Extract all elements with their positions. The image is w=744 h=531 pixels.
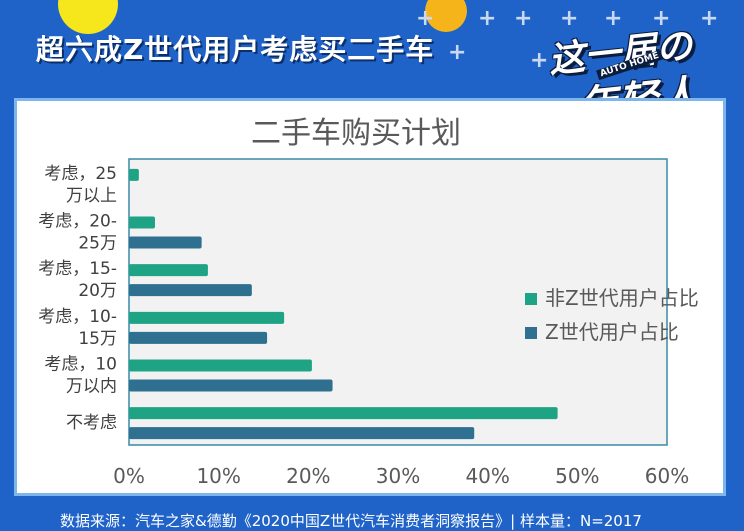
data-source-footer: 数据来源：汽车之家&德勤《2020中国Z世代汽车消费者洞察报告》| 样本量：N=… bbox=[60, 512, 642, 530]
plus-decoration-icon: + bbox=[448, 40, 467, 65]
category-label: 不考虑 bbox=[66, 413, 117, 433]
category-label: 25万 bbox=[78, 234, 117, 254]
plus-decoration-icon: + bbox=[530, 48, 549, 73]
bar-non-z bbox=[129, 311, 285, 324]
x-tick-label: 0% bbox=[113, 464, 145, 488]
bar-non-z bbox=[129, 168, 139, 181]
category-label: 考虑，10 bbox=[44, 355, 117, 375]
bar-z bbox=[129, 331, 268, 344]
plus-decoration-icon: + bbox=[416, 6, 435, 31]
legend-swatch bbox=[525, 327, 537, 339]
plus-decoration-icon: + bbox=[700, 6, 719, 31]
plus-decoration-icon: + bbox=[604, 6, 623, 31]
plot-area bbox=[128, 158, 668, 446]
legend-swatch bbox=[525, 293, 537, 305]
category-label: 考虑，20- bbox=[38, 212, 117, 232]
bar-z bbox=[129, 284, 252, 297]
category-label: 15万 bbox=[78, 329, 117, 349]
bar-non-z bbox=[129, 407, 558, 420]
bar-non-z bbox=[129, 216, 156, 229]
plus-decoration-icon: + bbox=[652, 6, 671, 31]
chart-panel: 二手车购买计划 考虑，25 万以上 考虑，20- 25万 考虑，15- 20万 考虑，10- 1… bbox=[14, 98, 726, 496]
category-label: 20万 bbox=[78, 281, 117, 301]
bar-non-z bbox=[129, 359, 312, 372]
category-label: 考虑，10- bbox=[38, 307, 117, 327]
chart-title: 二手车购买计划 bbox=[251, 116, 461, 151]
category-label: 万以上 bbox=[66, 186, 117, 206]
page-headline: 超六成Z世代用户考虑买二手车 bbox=[36, 33, 435, 66]
plus-decoration-icon: + bbox=[478, 6, 497, 31]
plus-decoration-icon: + bbox=[560, 6, 579, 31]
bar-z bbox=[129, 236, 202, 249]
bar-z bbox=[129, 427, 475, 440]
x-tick-label: 30% bbox=[376, 464, 420, 488]
x-tick-label: 60% bbox=[645, 464, 689, 488]
bar-z bbox=[129, 379, 333, 392]
category-label: 考虑，15- bbox=[38, 259, 117, 279]
x-tick-label: 20% bbox=[286, 464, 330, 488]
category-label: 考虑，25 bbox=[44, 164, 117, 184]
x-tick-label: 50% bbox=[555, 464, 599, 488]
x-tick-label: 40% bbox=[465, 464, 509, 488]
category-label: 万以内 bbox=[66, 377, 117, 397]
legend-entry: Z世代用户占比 bbox=[545, 320, 679, 344]
plus-decoration-icon: + bbox=[514, 6, 533, 31]
bar-non-z bbox=[129, 264, 208, 277]
bar-chart: 二手车购买计划考虑，25万以上考虑，20-25万考虑，15-20万考虑，10-1… bbox=[38, 116, 699, 488]
legend-entry: 非Z世代用户占比 bbox=[545, 286, 699, 310]
x-tick-label: 10% bbox=[196, 464, 240, 488]
